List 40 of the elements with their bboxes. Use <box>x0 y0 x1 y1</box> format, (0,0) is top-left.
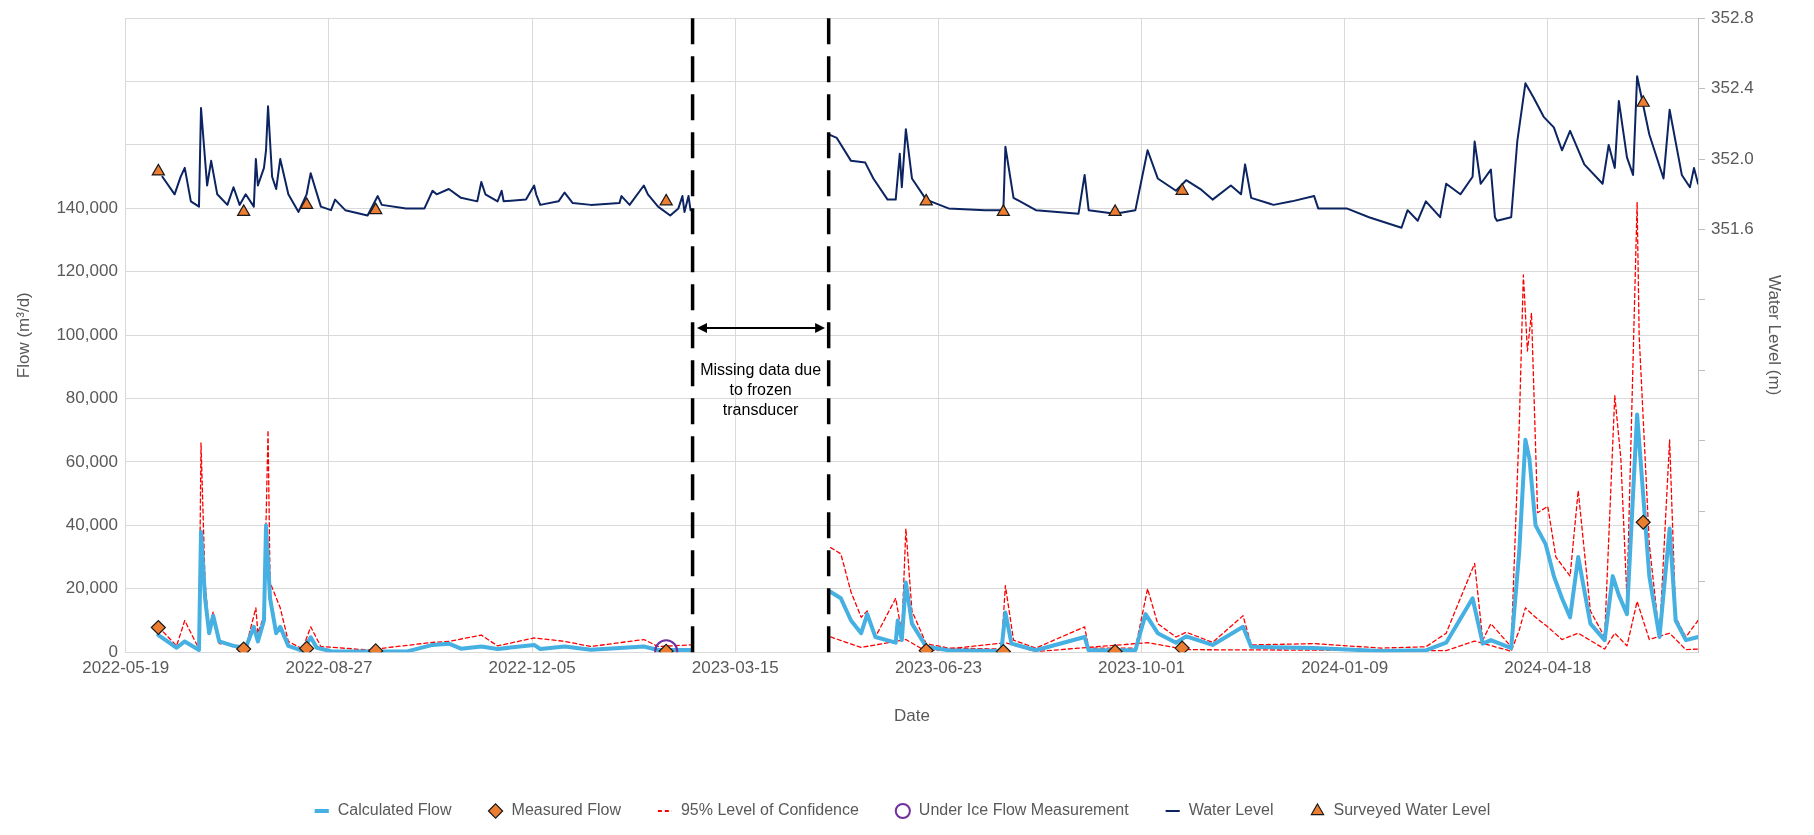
x-axis-title: Date <box>893 706 930 726</box>
y-tick-label: 100,000 <box>56 324 118 344</box>
y-tick-label: 80,000 <box>65 388 118 408</box>
y-tick-label: 0 <box>108 641 118 661</box>
x-tick-label: 2022-08-27 <box>285 658 373 678</box>
y2-tick-label: 352.8 <box>1711 7 1754 27</box>
point <box>996 204 1011 217</box>
y-tick-label: 140,000 <box>56 198 118 218</box>
y-tick-label: 60,000 <box>65 451 118 471</box>
x-tick-label: 2022-05-19 <box>82 658 170 678</box>
point <box>299 197 314 209</box>
legend-label: Water Level <box>1188 801 1274 819</box>
x-tick-label: 2023-10-01 <box>1098 658 1185 678</box>
y-tick-label: 40,000 <box>65 515 118 535</box>
point <box>1636 95 1650 107</box>
legend-label: Surveyed Water Level <box>1333 801 1491 819</box>
legend-label: Calculated Flow <box>337 801 452 819</box>
x-tick-label: 2022-12-05 <box>488 658 576 678</box>
point <box>1175 183 1189 195</box>
y2-tick-label: 352.0 <box>1711 148 1754 168</box>
x-tick-label: 2023-03-15 <box>691 658 779 678</box>
legend-label: Measured Flow <box>511 801 622 819</box>
annotation: Missing data due to frozen transducer <box>700 361 822 419</box>
point <box>151 163 166 176</box>
x-tick-label: 2024-01-09 <box>1301 658 1389 678</box>
point <box>659 193 673 206</box>
y-tick-label: 20,000 <box>65 578 118 598</box>
point <box>1108 204 1122 217</box>
y2-tick-label: 352.4 <box>1711 78 1754 98</box>
y2-tick-label: 351.6 <box>1711 219 1754 239</box>
point <box>369 202 383 215</box>
legend-label: Under Ice Flow Measurement <box>918 801 1130 819</box>
x-tick-label: 2024-04-18 <box>1504 658 1592 678</box>
point <box>919 193 933 206</box>
y2-axis-title: Water Level (m) <box>1765 275 1785 396</box>
y-tick-label: 120,000 <box>56 261 118 281</box>
y-axis-title: Flow (m³/d) <box>13 292 33 379</box>
legend-label: 95% Level of Confidence <box>680 801 859 819</box>
point <box>237 204 251 217</box>
x-tick-label: 2023-06-23 <box>894 658 982 678</box>
